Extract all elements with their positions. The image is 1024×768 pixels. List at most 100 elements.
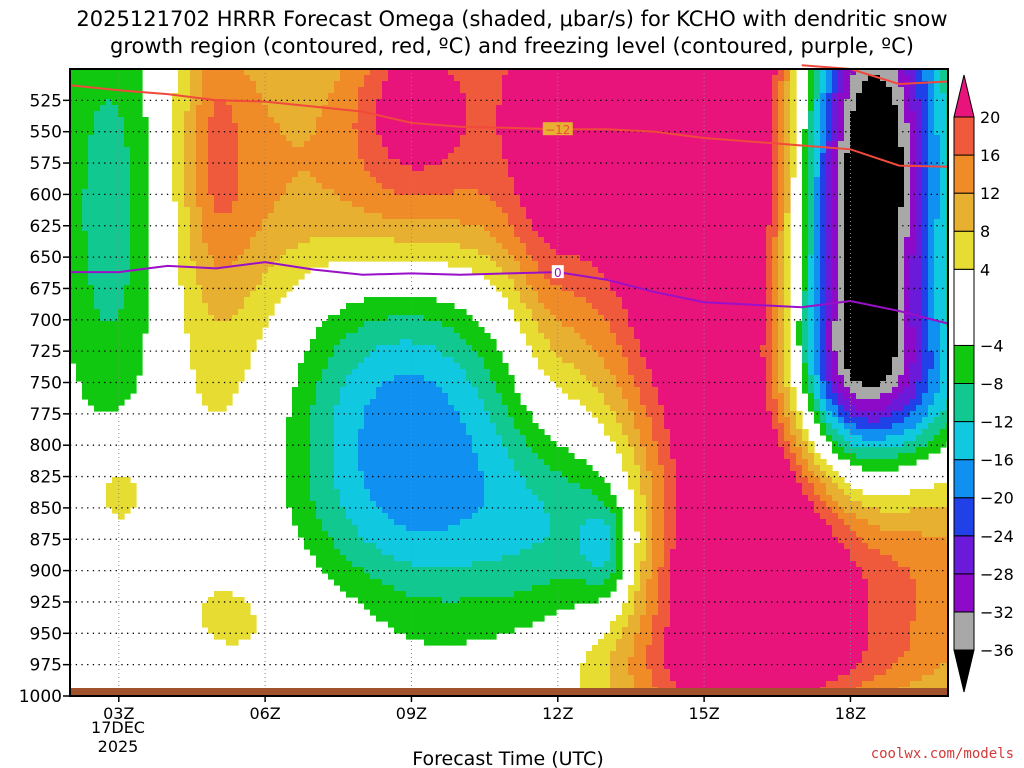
omega-cell <box>574 231 581 238</box>
omega-cell <box>448 159 455 166</box>
omega-cell <box>928 117 935 124</box>
omega-cell <box>904 171 911 178</box>
omega-cell <box>898 135 905 142</box>
omega-cell <box>118 267 125 274</box>
omega-cell <box>274 189 281 196</box>
omega-cell <box>928 249 935 256</box>
omega-cell <box>598 219 605 226</box>
omega-cell <box>454 117 461 124</box>
omega-cell <box>298 267 305 274</box>
omega-cell <box>772 99 779 106</box>
omega-cell <box>784 261 791 268</box>
omega-cell <box>382 243 389 250</box>
omega-cell <box>706 231 713 238</box>
omega-cell <box>376 243 383 250</box>
omega-cell <box>532 267 539 274</box>
omega-cell <box>472 147 479 154</box>
omega-cell <box>142 237 149 244</box>
omega-cell <box>652 111 659 118</box>
omega-cell <box>262 129 269 136</box>
omega-cell <box>814 183 821 190</box>
omega-cell <box>310 225 317 232</box>
omega-cell <box>694 225 701 232</box>
omega-cell <box>370 195 377 202</box>
omega-cell <box>394 129 401 136</box>
omega-cell <box>130 231 137 238</box>
omega-cell <box>592 75 599 82</box>
omega-cell <box>298 147 305 154</box>
omega-cell <box>910 249 917 256</box>
omega-cell <box>460 69 467 76</box>
omega-cell <box>904 201 911 208</box>
omega-cell <box>754 81 761 88</box>
omega-cell <box>922 105 929 112</box>
omega-cell <box>280 195 287 202</box>
omega-cell <box>280 159 287 166</box>
omega-cell <box>508 81 515 88</box>
omega-cell <box>568 147 575 154</box>
omega-cell <box>610 195 617 202</box>
omega-cell <box>274 141 281 148</box>
omega-cell <box>610 237 617 244</box>
omega-cell <box>574 153 581 160</box>
omega-cell <box>808 183 815 190</box>
omega-cell <box>658 237 665 244</box>
omega-cell <box>310 75 317 82</box>
omega-cell <box>586 105 593 112</box>
omega-cell <box>88 105 95 112</box>
omega-cell <box>544 237 551 244</box>
omega-cell <box>268 267 275 274</box>
omega-cell <box>658 195 665 202</box>
omega-cell <box>598 123 605 130</box>
omega-cell <box>268 147 275 154</box>
omega-cell <box>340 183 347 190</box>
omega-cell <box>856 153 863 160</box>
omega-cell <box>760 159 767 166</box>
omega-cell <box>424 165 431 172</box>
omega-cell <box>484 255 491 262</box>
omega-cell <box>184 159 191 166</box>
omega-cell <box>544 117 551 124</box>
omega-cell <box>922 231 929 238</box>
omega-cell <box>730 141 737 148</box>
omega-cell <box>892 183 899 190</box>
omega-cell <box>136 219 143 226</box>
omega-cell <box>592 141 599 148</box>
omega-cell <box>904 225 911 232</box>
omega-cell <box>664 273 671 280</box>
omega-cell <box>934 159 941 166</box>
omega-cell <box>364 171 371 178</box>
omega-cell <box>424 123 431 130</box>
omega-cell <box>466 213 473 220</box>
omega-cell <box>394 81 401 88</box>
omega-cell <box>292 231 299 238</box>
omega-cell <box>844 141 851 148</box>
omega-cell <box>190 135 197 142</box>
omega-cell <box>478 93 485 100</box>
omega-cell <box>664 189 671 196</box>
omega-cell <box>262 165 269 172</box>
omega-cell <box>436 69 443 76</box>
omega-cell <box>562 99 569 106</box>
omega-cell <box>394 111 401 118</box>
omega-cell <box>82 69 89 76</box>
omega-cell <box>778 261 785 268</box>
omega-cell <box>130 135 137 142</box>
omega-cell <box>454 183 461 190</box>
omega-cell <box>208 249 215 256</box>
omega-cell <box>304 249 311 256</box>
omega-cell <box>850 87 857 94</box>
omega-cell <box>634 225 641 232</box>
omega-cell <box>280 141 287 148</box>
omega-cell <box>328 177 335 184</box>
omega-cell <box>592 111 599 118</box>
omega-cell <box>358 237 365 244</box>
omega-cell <box>454 129 461 136</box>
omega-cell <box>628 81 635 88</box>
omega-cell <box>802 279 809 286</box>
omega-cell <box>748 171 755 178</box>
omega-cell <box>388 111 395 118</box>
omega-cell <box>232 261 239 268</box>
omega-cell <box>574 147 581 154</box>
omega-cell <box>670 237 677 244</box>
